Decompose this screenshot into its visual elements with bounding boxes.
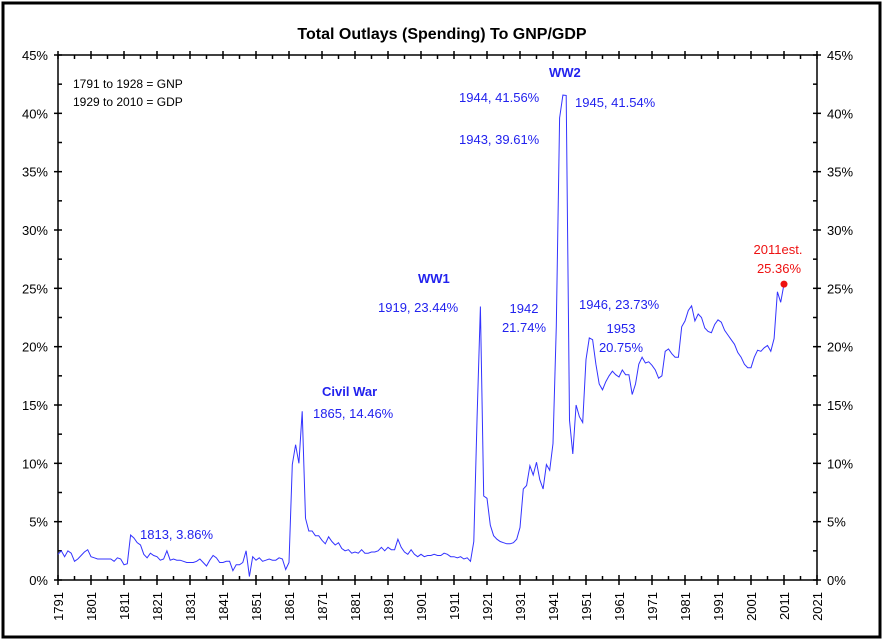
y-tick-label-left: 25% xyxy=(22,281,48,296)
x-tick-label: 1931 xyxy=(513,592,528,621)
x-tick-label: 2021 xyxy=(810,592,825,621)
annotation-1953-year: 1953 xyxy=(607,321,636,336)
annotation-1919: 1919, 23.44% xyxy=(378,300,459,315)
annotation-1943: 1943, 39.61% xyxy=(459,132,540,147)
x-tick-label: 1861 xyxy=(282,592,297,621)
x-tick-label: 1881 xyxy=(348,592,363,621)
x-tick-label: 1811 xyxy=(117,592,132,620)
annotation-ww1: WW1 xyxy=(418,271,450,286)
y-tick-label-left: 45% xyxy=(22,48,48,63)
x-tick-label: 1831 xyxy=(183,592,198,621)
annotation-1865: 1865, 14.46% xyxy=(313,406,394,421)
y-tick-label-right: 20% xyxy=(827,340,853,355)
y-tick-label-right: 0% xyxy=(827,573,846,588)
outlays-line xyxy=(57,94,785,577)
y-tick-label-left: 0% xyxy=(29,573,48,588)
x-tick-label: 1791 xyxy=(51,592,66,621)
annotation-2011-value: 25.36% xyxy=(757,261,802,276)
estimate-2011-point xyxy=(780,280,788,288)
annotation-civil-war: Civil War xyxy=(322,384,377,399)
y-tick-label-right: 35% xyxy=(827,165,853,180)
x-tick-label: 1891 xyxy=(381,592,396,621)
x-tick-label: 2001 xyxy=(744,592,759,621)
y-tick-label-right: 45% xyxy=(827,48,853,63)
chart-title: Total Outlays (Spending) To GNP/GDP xyxy=(297,26,587,43)
x-tick-label: 1951 xyxy=(579,592,594,621)
y-tick-label-left: 10% xyxy=(22,456,48,471)
x-tick-label: 1971 xyxy=(645,592,660,621)
annotation-1944: 1944, 41.56% xyxy=(459,90,540,105)
y-tick-label-left: 40% xyxy=(22,106,48,121)
x-tick-label: 1961 xyxy=(612,592,627,621)
annotation-1953-value: 20.75% xyxy=(599,340,644,355)
y-tick-label-left: 35% xyxy=(22,165,48,180)
x-tick-label: 1821 xyxy=(150,592,165,621)
annotation-ww2: WW2 xyxy=(549,65,581,80)
y-tick-label-right: 25% xyxy=(827,281,853,296)
y-tick-label-right: 40% xyxy=(827,106,853,121)
x-tick-label: 1801 xyxy=(84,592,99,621)
annotation-1813: 1813, 3.86% xyxy=(140,527,213,542)
y-tick-label-right: 10% xyxy=(827,456,853,471)
y-tick-label-right: 30% xyxy=(827,223,853,238)
y-tick-label-left: 15% xyxy=(22,398,48,413)
x-tick-label: 2011 xyxy=(777,592,792,620)
note-line-2: 1929 to 2010 = GDP xyxy=(73,95,183,109)
x-tick-label: 1921 xyxy=(480,592,495,621)
annotation-1945: 1945, 41.54% xyxy=(575,95,656,110)
x-tick-label: 1981 xyxy=(678,592,693,621)
x-tick-label: 1871 xyxy=(315,592,330,621)
annotation-1942-year: 1942 xyxy=(510,301,539,316)
annotation-1942-value: 21.74% xyxy=(502,320,547,335)
x-tick-label: 1851 xyxy=(249,592,264,621)
y-tick-label-left: 5% xyxy=(29,515,48,530)
x-tick-label: 1911 xyxy=(447,592,462,620)
note-line-1: 1791 to 1928 = GNP xyxy=(73,77,183,91)
y-tick-label-left: 30% xyxy=(22,223,48,238)
x-tick-label: 1941 xyxy=(546,592,561,621)
x-tick-label: 1841 xyxy=(216,592,231,621)
x-tick-label: 1991 xyxy=(711,592,726,621)
y-tick-label-left: 20% xyxy=(22,340,48,355)
y-tick-label-right: 15% xyxy=(827,398,853,413)
x-tick-label: 1901 xyxy=(414,592,429,621)
annotation-2011-est: 2011est. xyxy=(754,242,803,257)
annotation-1946: 1946, 23.73% xyxy=(579,297,660,312)
y-tick-label-right: 5% xyxy=(827,515,846,530)
